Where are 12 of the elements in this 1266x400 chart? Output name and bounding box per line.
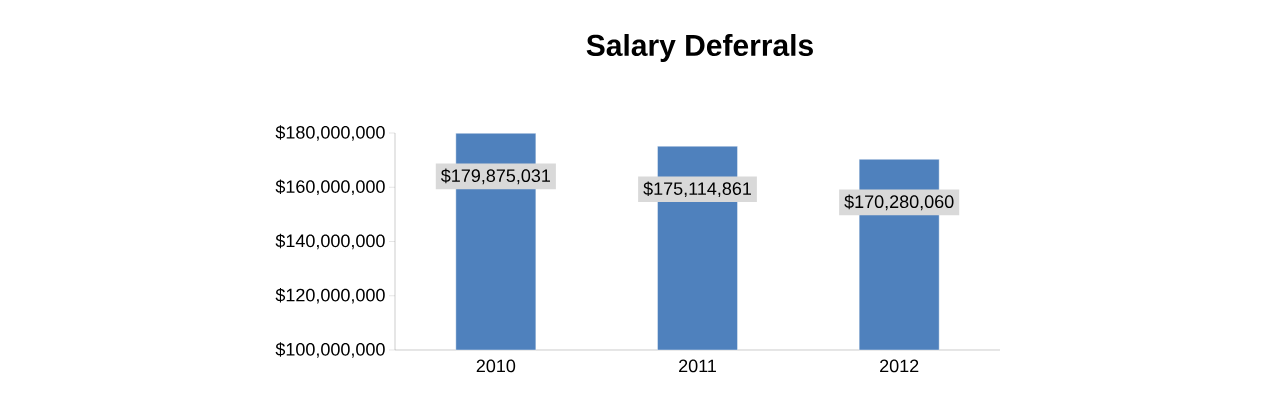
x-tick-label: 2011 — [679, 359, 716, 373]
data-label: $179,875,031 — [440, 168, 550, 185]
x-tick-label: 2012 — [880, 359, 919, 373]
y-tick-label: $140,000,000 — [275, 233, 385, 250]
chart-title: Salary Deferrals — [586, 34, 813, 62]
x-tick-label: 2010 — [476, 359, 516, 373]
y-tick-label: $100,000,000 — [275, 342, 385, 358]
y-tick-label: $120,000,000 — [275, 287, 385, 304]
data-label: $175,114,861 — [643, 181, 751, 198]
y-tick-label: $180,000,000 — [275, 125, 385, 141]
y-tick-label: $160,000,000 — [275, 179, 385, 196]
data-label: $170,280,060 — [844, 194, 954, 211]
